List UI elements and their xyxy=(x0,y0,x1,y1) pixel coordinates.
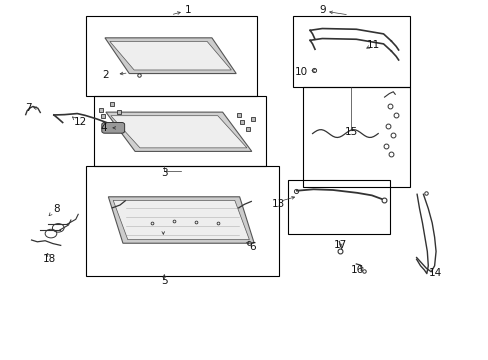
Text: 13: 13 xyxy=(271,199,285,209)
Text: 2: 2 xyxy=(102,70,109,80)
Polygon shape xyxy=(108,197,254,243)
Bar xyxy=(86,166,278,276)
Text: 10: 10 xyxy=(295,67,308,77)
Bar xyxy=(302,87,409,187)
Text: 8: 8 xyxy=(53,204,60,214)
Bar xyxy=(94,96,266,166)
Text: 7: 7 xyxy=(25,103,31,113)
Text: 15: 15 xyxy=(344,127,357,137)
Bar xyxy=(86,16,256,96)
FancyBboxPatch shape xyxy=(102,122,124,133)
Text: 14: 14 xyxy=(428,268,441,278)
Text: 11: 11 xyxy=(366,40,379,50)
Polygon shape xyxy=(111,116,246,148)
Polygon shape xyxy=(106,112,251,152)
Bar xyxy=(292,16,409,87)
Text: 17: 17 xyxy=(333,240,346,250)
Text: 16: 16 xyxy=(350,265,363,275)
Text: 12: 12 xyxy=(73,117,86,127)
Polygon shape xyxy=(110,41,231,70)
Polygon shape xyxy=(105,38,236,73)
Text: 18: 18 xyxy=(42,254,56,264)
Text: 6: 6 xyxy=(248,242,255,252)
Text: 4: 4 xyxy=(100,123,106,133)
Bar xyxy=(287,180,389,234)
Text: 3: 3 xyxy=(161,168,167,178)
Text: 9: 9 xyxy=(318,5,325,15)
Polygon shape xyxy=(113,201,249,240)
Text: 1: 1 xyxy=(185,5,191,15)
Text: 5: 5 xyxy=(161,276,167,286)
